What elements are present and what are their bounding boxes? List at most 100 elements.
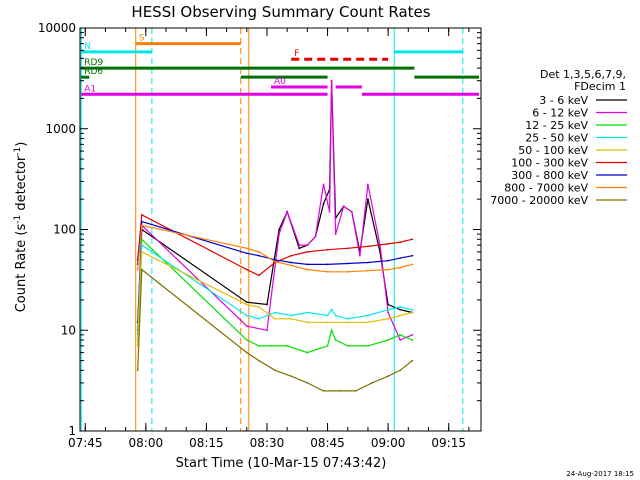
data-point [328,210,331,213]
data-point [330,79,333,82]
data-point [346,317,349,320]
data-point [411,308,414,311]
data-point [399,314,402,317]
data-point [367,245,369,248]
data-point [346,247,349,250]
data-point [359,254,361,257]
data-point [245,247,248,250]
data-point [306,311,309,314]
data-point [258,306,260,308]
data-point [371,382,373,384]
legend-entry-label: 100 - 300 keV [511,157,588,170]
y-tick-label: 100 [53,223,76,237]
data-point [306,251,309,253]
legend-entry-label: 7000 - 20000 keV [490,194,588,207]
data-point [367,269,369,272]
data-point [399,334,402,336]
data-point [290,314,293,317]
data-point [387,311,389,314]
data-point [399,266,402,269]
data-point [136,268,139,271]
data-point [245,301,248,304]
data-point [274,258,276,261]
data-point [245,252,248,255]
data-point [387,243,389,245]
data-point [326,270,329,273]
data-point [338,390,341,392]
data-point [274,260,276,263]
data-point [290,375,293,378]
data-point [334,339,337,341]
data-point [245,351,248,354]
data-point [314,235,317,238]
data-point [411,238,414,241]
data-point [140,238,143,241]
data-point [278,228,280,231]
axes: 07:45 08:00 08:15 08:30 08:45 09:00 09:15 1 10 10… [38,21,481,450]
legend-entry-label: 6 - 12 keV [532,107,588,120]
data-point [278,233,280,236]
data-point [399,369,402,372]
x-tick-label: 07:45 [68,436,103,450]
data-point [387,268,389,271]
data-point [367,321,369,324]
y-tick-label: 1000 [45,122,76,136]
data-point [290,254,293,257]
data-point [367,314,369,317]
data-point [270,345,272,347]
legend-entry-label: 300 - 800 keV [511,169,588,182]
data-point [245,314,248,317]
data-point [306,351,309,354]
x-tick-label: 08:15 [189,436,224,450]
legend-title: FDecim 1 [574,80,626,93]
data-point [399,308,402,311]
data-point [258,345,260,347]
legend-entry-label: 3 - 6 keV [539,94,588,107]
data-point [342,205,345,208]
x-tick-label: 08:30 [250,436,285,450]
data-point [140,224,143,227]
data-point [140,244,143,247]
data-point [258,317,260,320]
y-tick-label: 10 [61,323,76,337]
x-tick-label: 08:45 [310,436,345,450]
flag-label: A1 [84,84,96,94]
data-point [274,311,276,314]
data-point [306,321,309,324]
data-point [298,244,301,247]
data-point [399,257,402,259]
data-point [387,375,389,378]
chart-title: HESSI Observing Summary Count Rates [131,3,430,21]
data-point [326,248,329,251]
legend-entry-label: 50 - 100 keV [518,144,588,157]
flag-label: F [294,49,299,59]
generated-timestamp: 24-Aug-2017 18:15 [566,470,634,478]
data-point [290,264,293,267]
data-point [411,339,414,341]
data-point [322,202,325,205]
data-point [346,270,349,273]
data-point [266,329,268,332]
data-point [258,251,260,253]
data-point [367,183,369,186]
data-point [258,254,260,257]
data-point [330,308,333,311]
data-point [326,314,329,317]
data-point [258,274,260,277]
data-point [330,329,333,332]
data-point [346,262,349,265]
data-point [245,339,248,341]
data-point [411,334,414,336]
data-point [411,254,414,257]
data-point [411,311,414,314]
data-point [258,359,260,362]
flag-label: RD6 [84,67,103,77]
y-tick-label: 1 [68,424,76,438]
y-tick-label: 10000 [38,21,76,35]
data-point [245,325,248,327]
data-point [136,369,139,372]
data-point [286,345,289,347]
data-point [354,390,357,392]
